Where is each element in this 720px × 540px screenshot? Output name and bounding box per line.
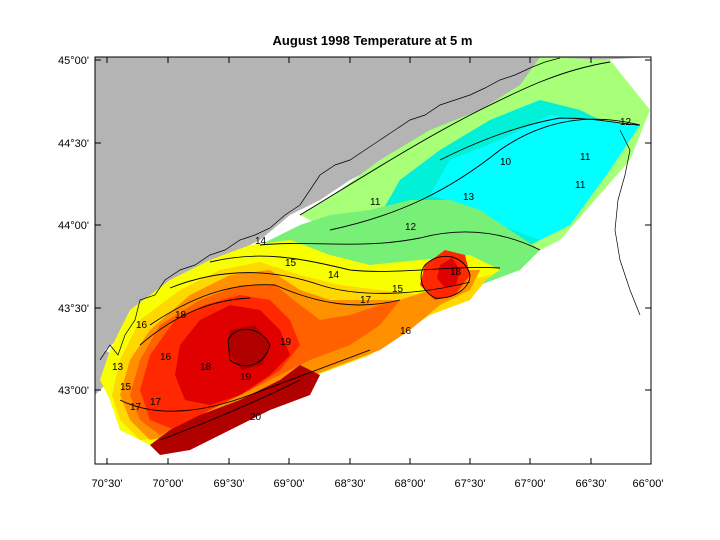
y-tick-label: 45°00': [58, 55, 89, 67]
y-axis-ticks: 45°00' 44°30' 44°00' 43°30' 43°00': [58, 55, 89, 397]
temperature-field: [100, 57, 650, 455]
contour-label: 18: [175, 310, 187, 321]
contour-label: 16: [136, 320, 148, 331]
ocean-east: [612, 120, 651, 320]
contour-label: 11: [580, 152, 591, 163]
band-10: [430, 115, 640, 240]
x-tick-label: 67°00': [515, 478, 546, 490]
x-tick-label: 66°00': [633, 478, 664, 490]
x-tick-label: 69°30': [214, 478, 245, 490]
x-tick-label: 70°00': [153, 478, 184, 490]
map-frame: [94, 56, 652, 465]
contour-label: 14: [255, 236, 267, 247]
band-19-east: [437, 258, 460, 288]
contour-label: 13: [112, 362, 124, 373]
y-tick-label: 44°30': [58, 138, 89, 150]
contour-label: 16: [160, 352, 172, 363]
contour-label: 15: [285, 258, 297, 269]
contour-label: 13: [463, 192, 475, 203]
contour-label: 19: [280, 337, 292, 348]
x-tick-label: 70°30': [92, 478, 123, 490]
tick-marks: [95, 57, 652, 464]
contour-label: 11: [370, 197, 381, 208]
x-tick-label: 66°30': [576, 478, 607, 490]
contour-label: 20: [250, 412, 262, 423]
contour-label: 11: [575, 180, 586, 191]
contour-label: 16: [400, 326, 412, 337]
x-tick-label: 68°30': [335, 478, 366, 490]
x-tick-label: 67°30': [455, 478, 486, 490]
band-20-core: [228, 325, 270, 370]
x-tick-label: 69°00': [274, 478, 305, 490]
coastline: [99, 57, 641, 361]
contour-label: 14: [328, 270, 340, 281]
contour-label: 17: [150, 397, 162, 408]
contour-label-group: 12 11 10 11 11 12 13 14 15 16 17 18 19 2…: [112, 117, 632, 423]
x-tick-label: 68°00': [395, 478, 426, 490]
y-tick-label: 44°00': [58, 220, 89, 232]
x-axis-ticks: 70°30' 70°00' 69°30' 69°00' 68°30' 68°00…: [92, 478, 664, 490]
contour-lines: [119, 61, 641, 441]
contour-label: 15: [120, 382, 132, 393]
contour-label: 10: [500, 157, 512, 168]
y-tick-label: 43°30': [58, 303, 89, 315]
contour-label: 19: [240, 372, 252, 383]
contour-label: 17: [360, 295, 372, 306]
contour-label: 12: [620, 117, 632, 128]
contour-label: 12: [405, 222, 417, 233]
y-tick-label: 43°00': [58, 385, 89, 397]
contour-label: 18: [200, 362, 212, 373]
contour-label: 18: [450, 267, 462, 278]
contour-label: 15: [392, 284, 404, 295]
contour-label: 17: [130, 402, 142, 413]
chart-title: August 1998 Temperature at 5 m: [272, 33, 473, 48]
